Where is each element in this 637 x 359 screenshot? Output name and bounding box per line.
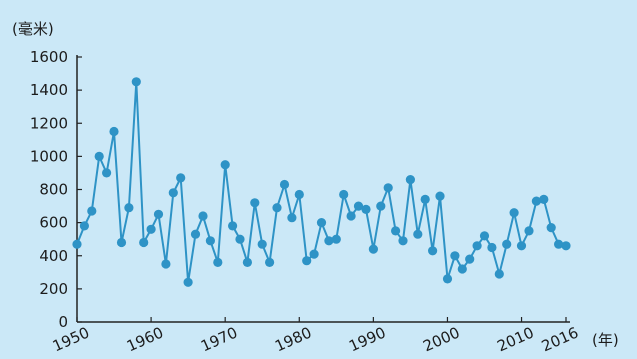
data-point — [139, 237, 149, 248]
axes — [76, 55, 570, 323]
data-point — [198, 211, 208, 221]
data-point — [494, 269, 504, 279]
x-axis-label: (年) — [592, 331, 619, 349]
data-point — [265, 257, 275, 267]
y-tick-label: 0 — [58, 313, 68, 331]
data-point — [109, 126, 119, 137]
y-tick-label: 800 — [39, 181, 68, 199]
data-point — [561, 241, 571, 251]
data-point — [516, 241, 527, 251]
data-point — [242, 257, 252, 267]
y-ticks: 0 200 400 600 800 1000 1200 1400 1600 — [30, 48, 82, 331]
data-point — [405, 175, 415, 185]
data-point — [331, 234, 341, 244]
data-point — [79, 221, 89, 231]
data-point — [383, 183, 393, 193]
x-tick-label: 2010 — [494, 323, 536, 355]
data-point — [94, 151, 104, 161]
data-point — [368, 244, 378, 254]
x-tick-label: 1980 — [272, 323, 314, 355]
data-point — [428, 246, 438, 256]
data-point — [279, 179, 290, 190]
data-point — [472, 241, 482, 251]
data-point — [153, 209, 164, 219]
y-tick-label: 1400 — [30, 81, 68, 99]
data-point — [554, 239, 564, 249]
data-point — [250, 198, 260, 208]
data-point — [457, 264, 467, 274]
y-tick-label: 1000 — [30, 147, 68, 165]
data-point — [87, 206, 97, 216]
data-point — [479, 231, 490, 241]
data-point — [302, 256, 312, 266]
data-point — [376, 201, 386, 211]
x-tick-label: 1970 — [198, 323, 240, 355]
y-tick-label: 1600 — [30, 48, 68, 66]
data-point — [272, 203, 282, 213]
data-point — [465, 254, 475, 264]
y-tick-label: 200 — [39, 280, 68, 298]
data-point — [213, 257, 223, 267]
data-point — [220, 160, 230, 170]
data-point — [524, 226, 534, 236]
data-point — [539, 194, 549, 204]
x-tick-label: 1960 — [124, 323, 166, 355]
data-point — [257, 239, 267, 249]
data-point — [361, 204, 371, 214]
data-point — [420, 194, 430, 204]
data-point — [316, 218, 327, 228]
x-tick-label: 1990 — [346, 323, 388, 355]
data-point — [161, 259, 171, 269]
data-point — [324, 236, 334, 246]
data-point — [546, 223, 556, 233]
data-point — [190, 229, 201, 239]
data-point — [124, 203, 134, 213]
y-tick-label: 1200 — [30, 114, 68, 132]
data-point — [176, 173, 186, 183]
data-point — [287, 213, 297, 223]
data-point — [509, 208, 519, 218]
data-point — [235, 234, 245, 244]
data-point — [435, 191, 445, 201]
x-tick-label: 1950 — [50, 323, 92, 355]
x-tick-label: 2000 — [420, 323, 462, 355]
data-point — [353, 201, 364, 211]
data-point — [183, 277, 193, 287]
data-point — [531, 196, 542, 206]
data-point — [102, 168, 112, 178]
data-point — [391, 226, 401, 236]
x-tick-label: 2016 — [539, 323, 581, 355]
y-tick-label: 600 — [39, 214, 68, 232]
data-point — [346, 211, 356, 221]
data-point — [398, 236, 408, 246]
data-point — [116, 237, 127, 248]
data-point — [146, 224, 156, 234]
series-points — [72, 77, 571, 287]
data-point — [309, 249, 319, 259]
data-point — [168, 188, 178, 198]
data-point — [413, 229, 423, 239]
series-line — [76, 81, 567, 283]
data-point — [205, 236, 215, 246]
y-axis-label: (毫米) — [12, 20, 54, 38]
y-tick-label: 400 — [39, 247, 68, 265]
data-point — [487, 242, 497, 253]
data-point — [131, 77, 141, 87]
data-point — [294, 189, 304, 200]
data-point — [72, 239, 82, 249]
data-point — [228, 221, 238, 231]
data-point — [339, 189, 349, 200]
data-point — [450, 251, 460, 261]
data-point — [442, 274, 453, 284]
data-point — [502, 239, 512, 249]
